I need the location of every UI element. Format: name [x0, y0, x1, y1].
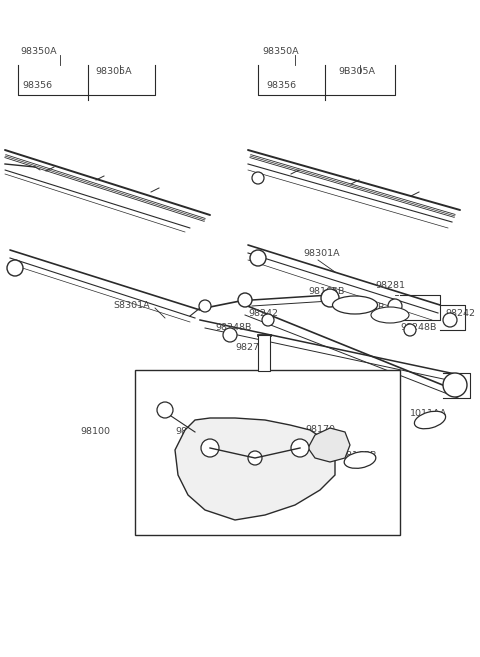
Circle shape [157, 402, 173, 418]
Circle shape [238, 293, 252, 307]
Text: 98279: 98279 [235, 344, 265, 353]
Text: 98350A: 98350A [20, 47, 57, 57]
Text: 98100: 98100 [80, 428, 110, 436]
Text: 98281: 98281 [375, 281, 405, 290]
Text: 1011AA: 1011AA [410, 409, 447, 417]
Circle shape [443, 313, 457, 327]
Text: 98301A: 98301A [303, 248, 340, 258]
Text: 98120A: 98120A [175, 428, 212, 436]
Text: 98242: 98242 [445, 309, 475, 317]
Text: S8301A: S8301A [113, 300, 150, 309]
Circle shape [291, 439, 309, 457]
Circle shape [252, 172, 264, 184]
Polygon shape [308, 428, 350, 462]
Circle shape [388, 299, 402, 313]
Text: 98165B: 98165B [340, 451, 376, 459]
Text: 98248B: 98248B [400, 323, 436, 332]
Ellipse shape [414, 411, 445, 429]
Circle shape [443, 373, 467, 397]
Text: 98305A: 98305A [95, 68, 132, 76]
Ellipse shape [371, 307, 409, 323]
Text: 98170: 98170 [305, 426, 335, 434]
Text: 98242: 98242 [248, 309, 278, 319]
Circle shape [404, 324, 416, 336]
Circle shape [248, 451, 262, 465]
Text: 98165B: 98165B [308, 288, 344, 296]
Circle shape [201, 439, 219, 457]
Ellipse shape [333, 296, 377, 314]
Text: 98356: 98356 [22, 81, 52, 91]
Circle shape [321, 289, 339, 307]
Circle shape [250, 250, 266, 266]
Text: 98350A: 98350A [262, 47, 299, 57]
Text: 98248B: 98248B [215, 323, 252, 332]
Circle shape [199, 300, 211, 312]
Text: 98165B: 98165B [348, 304, 384, 313]
Bar [258, 335, 270, 371]
Circle shape [223, 328, 237, 342]
Text: 9B305A: 9B305A [338, 68, 375, 76]
Circle shape [262, 314, 274, 326]
Text: 98356: 98356 [266, 81, 296, 91]
Circle shape [7, 260, 23, 276]
Ellipse shape [344, 451, 376, 468]
Polygon shape [175, 418, 335, 520]
Bar [135, 370, 400, 535]
